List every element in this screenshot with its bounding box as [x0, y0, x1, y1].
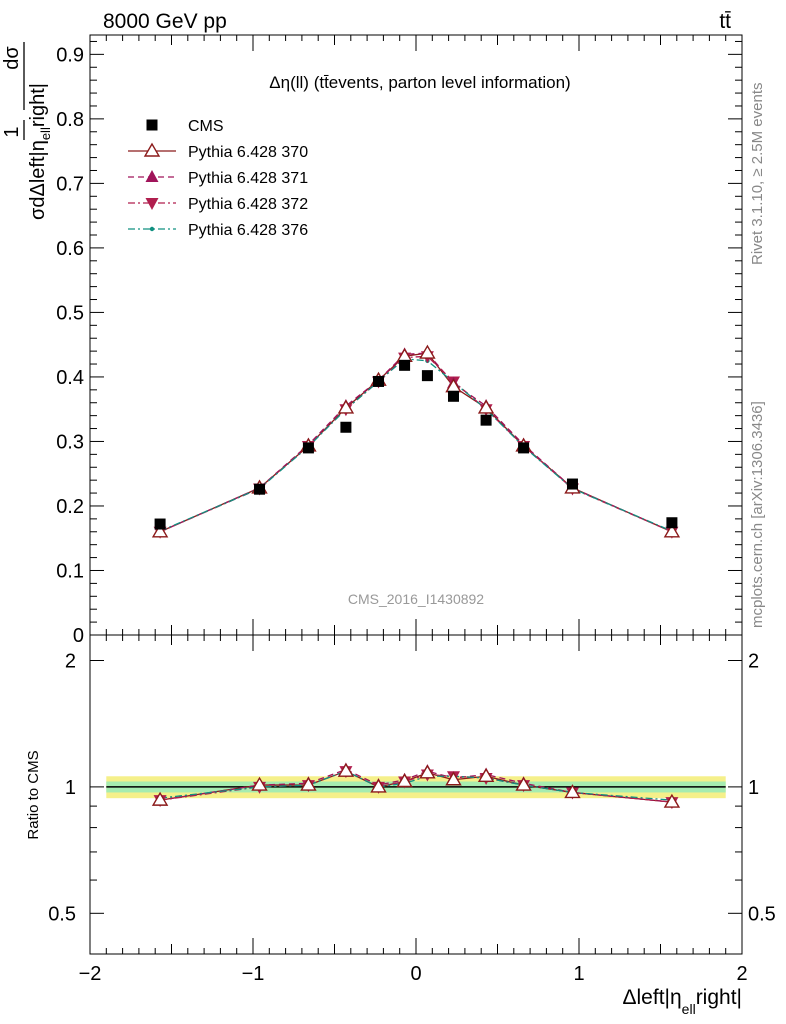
site-label: mcplots.cern.ch [arXiv:1306.3436]: [749, 401, 766, 628]
ratio-y-tick-label-right: 0.5: [748, 903, 776, 925]
ratio-point-pythia-6-428-370: [477, 767, 495, 782]
point-cms: [254, 483, 266, 495]
line-pythia-6-428-370: [159, 352, 673, 533]
y-label-one: 1: [1, 126, 23, 137]
main-panel-series: [151, 344, 681, 539]
ratio-point-pythia-6-428-370: [251, 776, 268, 791]
ratio-uncertainty-band: [106, 776, 726, 799]
legend-label: Pythia 6.428 370: [188, 144, 308, 161]
x-label-main: Δleft|η: [622, 986, 681, 1009]
ratio-point-pythia-6-428-370: [419, 764, 436, 779]
x-tick-label: −1: [242, 963, 265, 985]
y-tick-label: 0.2: [56, 496, 84, 518]
process-label: tt̄: [719, 10, 731, 33]
ratio-point-pythia-6-428-370: [564, 784, 581, 799]
ratio-y-tick-label-right: 2: [748, 650, 759, 672]
analysis-label: CMS_2016_I1430892: [348, 591, 484, 607]
ratio-point-pythia-6-428-370: [370, 778, 387, 793]
ratio-point-pythia-6-428-370: [515, 776, 532, 791]
point-cms: [154, 518, 166, 530]
x-tick-label: 2: [736, 963, 747, 985]
ratio-y-tick-label-right: 1: [748, 777, 759, 799]
ratio-line-pythia-6-428-376: [160, 770, 672, 801]
point-cms: [480, 414, 492, 426]
legend-marker-pythia-6-428-372: [145, 198, 159, 210]
legend-marker-cms: [146, 119, 158, 131]
x-tick-label: 1: [573, 963, 584, 985]
point-cms: [373, 375, 385, 387]
x-label-sub: ell: [682, 1001, 696, 1017]
y-label-numerator: dσ: [1, 46, 23, 70]
line-pythia-6-428-372: [159, 355, 673, 533]
point-cms: [666, 517, 678, 529]
line-pythia-6-428-376: [159, 358, 673, 532]
legend-marker-pythia-6-428-376: [149, 226, 155, 232]
line-pythia-6-428-371: [159, 352, 673, 533]
y-tick-label: 0.1: [56, 560, 84, 582]
point-cms: [518, 442, 530, 454]
point-pythia-6-428-370: [337, 399, 355, 414]
ratio-y-label: Ratio to CMS: [25, 750, 42, 839]
y-label-den-end: right|: [27, 83, 49, 127]
ratio-point-pythia-6-428-370: [396, 773, 413, 788]
ratio-y-tick-label: 1: [65, 777, 76, 799]
y-tick-label: 0.8: [56, 109, 84, 131]
x-tick-label: 0: [410, 963, 421, 985]
ratio-y-tick-label: 2: [65, 650, 76, 672]
y-tick-label: 0.3: [56, 431, 84, 453]
x-label-end: right|: [696, 986, 742, 1009]
point-cms: [447, 390, 459, 402]
ratio-point-pythia-6-428-370: [663, 793, 681, 808]
ratio-point-pythia-6-428-370: [300, 776, 317, 791]
point-pythia-6-428-370: [151, 523, 169, 538]
ratio-y-tick-label: 0.5: [48, 903, 76, 925]
legend-label: Pythia 6.428 371: [188, 170, 308, 187]
legend-marker-pythia-6-428-370: [143, 142, 161, 157]
x-tick-label: −2: [79, 963, 102, 985]
ratio-line-pythia-6-428-371: [159, 768, 672, 803]
y-label-den: σdΔleft|η: [27, 140, 49, 220]
legend-label: Pythia 6.428 376: [188, 222, 308, 239]
y-tick-label: 0.5: [56, 302, 84, 324]
svg-text:σdΔleft|ηellright|: σdΔleft|ηellright|: [27, 83, 53, 220]
y-axis-label: 1 dσ σdΔleft|ηellright|: [1, 42, 53, 220]
y-label-den-sub: ell: [38, 127, 53, 140]
rivet-label: Rivet 3.1.10, ≥ 2.5M events: [749, 83, 766, 266]
ratio-panel-series: [151, 762, 681, 810]
y-tick-label: 0: [73, 625, 84, 647]
y-tick-label: 0.4: [56, 367, 84, 389]
plot-title: Δη(ll) (tt̄events, parton level informat…: [269, 73, 570, 92]
point-cms: [340, 421, 352, 433]
legend-label: Pythia 6.428 372: [188, 196, 308, 213]
y-tick-label: 0.9: [56, 44, 84, 66]
point-cms: [399, 359, 411, 371]
point-cms: [302, 442, 314, 454]
legend: CMS Pythia 6.428 370 Pythia 6.428 371 Pythi…: [128, 118, 308, 239]
y-tick-label: 0.6: [56, 238, 84, 260]
legend-marker-pythia-6-428-371: [145, 170, 159, 182]
point-pythia-6-428-370: [477, 399, 495, 414]
axis-ticks: 0 0.1 0.2 0.3 0.4 0.5 0.6 0.7 0.8 0.9 −2 −1 0 1 2 0.5 0.…: [48, 35, 776, 985]
x-axis-label: Δleft|ηellright|: [622, 986, 742, 1017]
energy-label: 8000 GeV pp: [103, 10, 227, 33]
ratio-point-pythia-6-428-370: [337, 762, 355, 777]
legend-label: CMS: [188, 118, 224, 135]
point-cms: [421, 370, 433, 382]
ratio-point-pythia-6-428-370: [151, 791, 169, 806]
ratio-point-pythia-6-428-370: [445, 771, 462, 786]
y-tick-label: 0.7: [56, 173, 84, 195]
point-pythia-6-428-370: [663, 523, 681, 538]
point-cms: [566, 478, 578, 490]
point-pythia-6-428-370: [419, 344, 436, 359]
